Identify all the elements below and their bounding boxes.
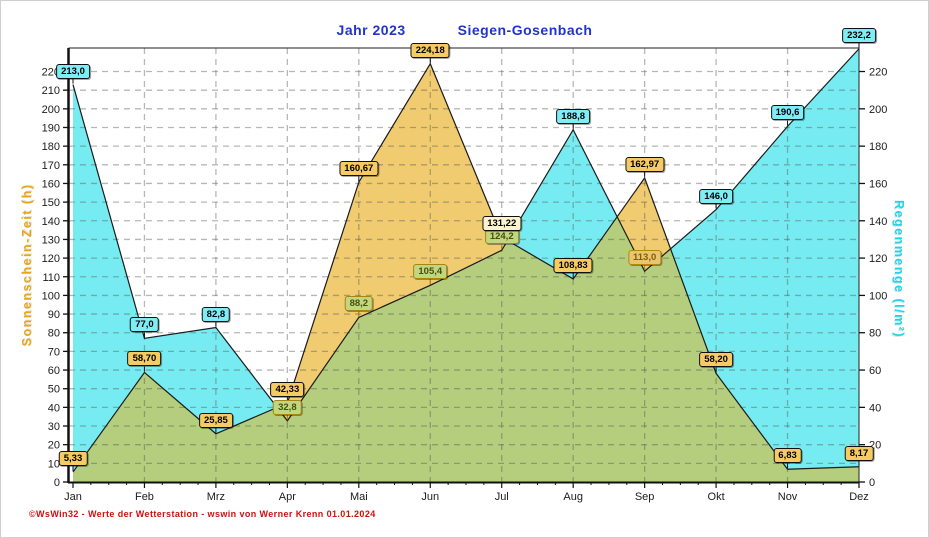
month-label: Nov bbox=[778, 491, 798, 503]
right-tick-label: 160 bbox=[869, 178, 887, 190]
left-tick-label: 10 bbox=[48, 458, 60, 470]
left-tick-label: 70 bbox=[48, 346, 60, 358]
month-label: Jul bbox=[495, 491, 509, 503]
title-station: Siegen-Gosenbach bbox=[457, 22, 593, 38]
right-tick-label: 40 bbox=[869, 402, 881, 414]
month-label: Okt bbox=[708, 491, 725, 503]
left-tick-label: 80 bbox=[48, 328, 60, 340]
frame-layer bbox=[67, 47, 860, 484]
left-tick-label: 90 bbox=[48, 309, 60, 321]
left-tick-label: 40 bbox=[48, 402, 60, 414]
month-label: Apr bbox=[279, 491, 296, 503]
areas-layer bbox=[69, 48, 859, 483]
right-tick-label: 200 bbox=[869, 104, 887, 116]
right-axis-title: Regenmenge (l/m²) bbox=[892, 199, 906, 339]
left-tick-label: 0 bbox=[54, 477, 60, 489]
month-label: Dez bbox=[849, 491, 869, 503]
title-year: Jahr 2023 bbox=[336, 22, 406, 38]
month-label: Sep bbox=[635, 491, 655, 503]
left-tick-label: 220 bbox=[42, 67, 60, 79]
left-tick-label: 180 bbox=[42, 141, 60, 153]
left-axis-title: Sonnenschein-Zeit (h) bbox=[20, 183, 34, 347]
right-tick-label: 180 bbox=[869, 141, 887, 153]
left-tick-label: 130 bbox=[42, 234, 60, 246]
right-tick-label: 60 bbox=[869, 365, 881, 377]
right-tick-label: 80 bbox=[869, 328, 881, 340]
tick-layer: 0 10 20 30 40 50 60 70 80 90 100 110 120 130 140 150 160… bbox=[42, 67, 888, 503]
right-tick-label: 0 bbox=[869, 477, 875, 489]
left-tick-label: 150 bbox=[42, 197, 60, 209]
right-tick-label: 100 bbox=[869, 290, 887, 302]
left-tick-label: 210 bbox=[42, 85, 60, 97]
left-tick-label: 50 bbox=[48, 384, 60, 396]
chart-title: Jahr 2023 Siegen-Gosenbach bbox=[1, 22, 928, 38]
month-label: Mai bbox=[350, 491, 368, 503]
month-label: Feb bbox=[135, 491, 154, 503]
right-tick-label: 140 bbox=[869, 216, 887, 228]
copyright-footer: ©WsWin32 - Werte der Wetterstation - wsw… bbox=[29, 509, 376, 519]
left-tick-label: 20 bbox=[48, 440, 60, 452]
left-tick-label: 100 bbox=[42, 290, 60, 302]
left-tick-label: 110 bbox=[42, 272, 60, 284]
left-tick-label: 120 bbox=[42, 253, 60, 265]
left-tick-label: 140 bbox=[42, 216, 60, 228]
right-tick-label: 20 bbox=[869, 440, 881, 452]
month-label: Jun bbox=[421, 491, 439, 503]
left-tick-label: 190 bbox=[42, 122, 60, 134]
right-tick-label: 220 bbox=[869, 67, 887, 79]
month-label: Mrz bbox=[207, 491, 225, 503]
right-tick-label: 120 bbox=[869, 253, 887, 265]
overlap-area bbox=[73, 216, 859, 483]
left-tick-label: 160 bbox=[42, 178, 60, 190]
left-tick-label: 170 bbox=[42, 160, 60, 172]
left-tick-label: 60 bbox=[48, 365, 60, 377]
month-label: Jan bbox=[64, 491, 82, 503]
left-tick-label: 30 bbox=[48, 421, 60, 433]
month-label: Aug bbox=[563, 491, 583, 503]
left-tick-label: 200 bbox=[42, 104, 60, 116]
